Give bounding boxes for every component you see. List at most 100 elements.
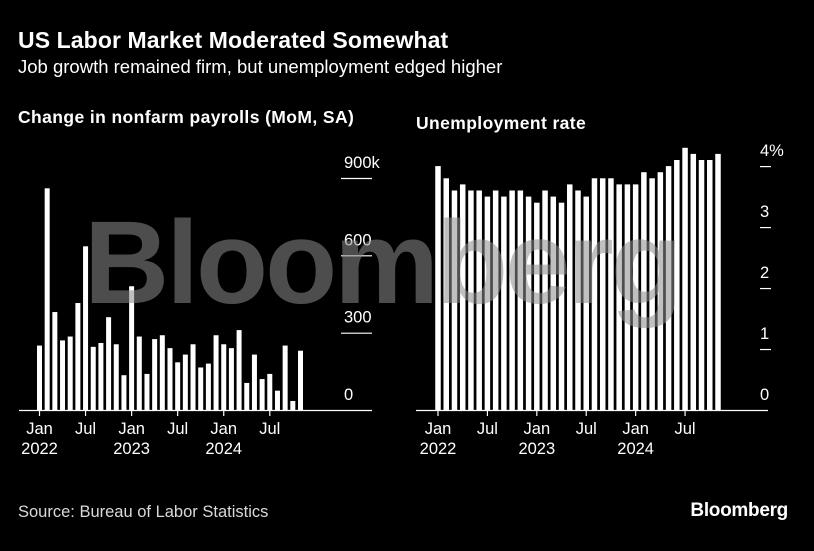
payrolls-x-tick-label: Jul [259, 420, 280, 438]
unemployment-bar [591, 178, 598, 410]
unemployment-bar [435, 166, 441, 410]
payrolls-bar [167, 348, 173, 410]
unemployment-bar [468, 190, 474, 410]
payrolls-x-tick-label-year: 2024 [205, 440, 242, 458]
unemployment-bar [517, 190, 524, 410]
payrolls-bar [121, 375, 127, 410]
unemployment-y-tick-label: 0 [760, 386, 769, 404]
unemployment-bar [624, 184, 631, 410]
source-note: Source: Bureau of Labor Statistics [18, 503, 269, 521]
payrolls-bar [136, 336, 142, 410]
unemployment-bar [690, 153, 697, 410]
payrolls-bar [152, 339, 158, 410]
unemployment-bar [534, 202, 540, 410]
payrolls-bar [67, 336, 73, 410]
unemployment-bar [451, 190, 458, 410]
unemployment-bar [698, 160, 705, 410]
payrolls-bar [44, 188, 50, 410]
unemployment-x-tick-label-year: 2024 [617, 440, 654, 458]
unemployment-bar [715, 153, 721, 410]
payrolls-bar [175, 362, 181, 410]
unemployment-bar [641, 172, 647, 410]
payrolls-x-tick-label-year: 2022 [21, 440, 58, 458]
payrolls-bar [290, 400, 296, 410]
payrolls-bar [213, 335, 219, 410]
chart-subtitle: Job growth remained firm, but unemployme… [18, 56, 503, 77]
payrolls-y-tick-label: 0 [344, 386, 353, 404]
unemployment-bar [682, 147, 688, 411]
payrolls-x-tick-label: Jul [75, 420, 96, 438]
unemployment-panel-title: Unemployment rate [416, 113, 587, 133]
payrolls-bar [90, 346, 96, 410]
unemployment-bar [657, 172, 664, 410]
unemployment-bar [674, 160, 680, 410]
payrolls-bar [144, 373, 150, 410]
payrolls-bar [37, 345, 42, 410]
unemployment-bar [599, 178, 606, 410]
payrolls-bar [83, 246, 89, 410]
unemployment-bar [476, 190, 482, 410]
unemployment-x-tick-label-year: 2023 [518, 440, 555, 458]
payrolls-bar-chart: Jan 2022 Jul Jan 2023 Jul Jan 2024 Jul 0 300 600 900… [19, 154, 381, 458]
unemployment-y-tick-label: 3 [760, 203, 769, 221]
unemployment-bar [443, 178, 449, 410]
unemployment-x-tick-label: Jul [675, 420, 696, 438]
payrolls-bar [267, 373, 273, 410]
payrolls-y-tick-label: 600 [344, 231, 372, 249]
payrolls-bar [198, 367, 204, 410]
payrolls-bar [244, 382, 250, 410]
payrolls-x-tick-label: Jan [118, 420, 145, 438]
unemployment-bar [484, 196, 491, 410]
payrolls-bar [75, 303, 81, 410]
chart-title: US Labor Market Moderated Somewhat [18, 27, 449, 53]
payrolls-bar [129, 286, 135, 410]
unemployment-bar [550, 196, 557, 410]
payrolls-x-tick-label: Jul [167, 420, 188, 438]
payrolls-bar [190, 344, 196, 410]
payrolls-bar [159, 335, 165, 410]
unemployment-bar [509, 190, 515, 410]
unemployment-bar [608, 178, 614, 410]
unemployment-x-tick-label: Jan [622, 420, 649, 438]
payrolls-bar [60, 340, 66, 410]
payrolls-panel-title: Change in nonfarm payrolls (MoM, SA) [18, 107, 355, 127]
payrolls-bar [221, 344, 227, 410]
unemployment-x-tick-label: Jul [576, 420, 597, 438]
unemployment-bar [525, 196, 532, 410]
unemployment-bar [707, 160, 713, 410]
unemployment-y-tick-label: 2 [760, 264, 769, 282]
unemployment-bar [492, 190, 499, 410]
unemployment-bar [567, 184, 573, 410]
payrolls-bar [182, 354, 188, 410]
payrolls-bar [52, 312, 58, 410]
payrolls-bar [98, 342, 104, 410]
payrolls-x-tick-label-year: 2023 [113, 440, 150, 458]
unemployment-y-tick-label: 4% [760, 142, 784, 160]
payrolls-bar [236, 330, 242, 410]
unemployment-y-tick-label: 1 [760, 325, 769, 343]
unemployment-bar [665, 166, 672, 410]
unemployment-bar-chart: Jan 2022 Jul Jan 2023 Jul Jan 2024 Jul 0 1 2 3 4% [416, 142, 784, 458]
payrolls-bar [259, 379, 265, 410]
unemployment-bar [649, 178, 655, 410]
unemployment-bar [616, 184, 622, 410]
payrolls-bar [282, 345, 288, 410]
payrolls-bar [228, 348, 234, 410]
payrolls-bar [298, 350, 303, 410]
payrolls-x-tick-label: Jan [26, 420, 53, 438]
payrolls-bar [274, 390, 280, 410]
unemployment-bar [542, 190, 548, 410]
payrolls-y-tick-label: 900k [344, 154, 381, 172]
unemployment-bar [558, 202, 565, 410]
payrolls-bar [205, 363, 211, 410]
unemployment-bar [501, 196, 507, 410]
unemployment-bar [583, 196, 589, 410]
payrolls-y-tick-label: 300 [344, 309, 372, 327]
unemployment-bar [632, 184, 639, 410]
unemployment-x-tick-label: Jan [524, 420, 551, 438]
payrolls-bar [251, 354, 257, 410]
unemployment-x-tick-label: Jan [425, 420, 452, 438]
unemployment-bar [459, 184, 466, 410]
unemployment-x-tick-label: Jul [477, 420, 498, 438]
payrolls-x-tick-label: Jan [210, 420, 237, 438]
